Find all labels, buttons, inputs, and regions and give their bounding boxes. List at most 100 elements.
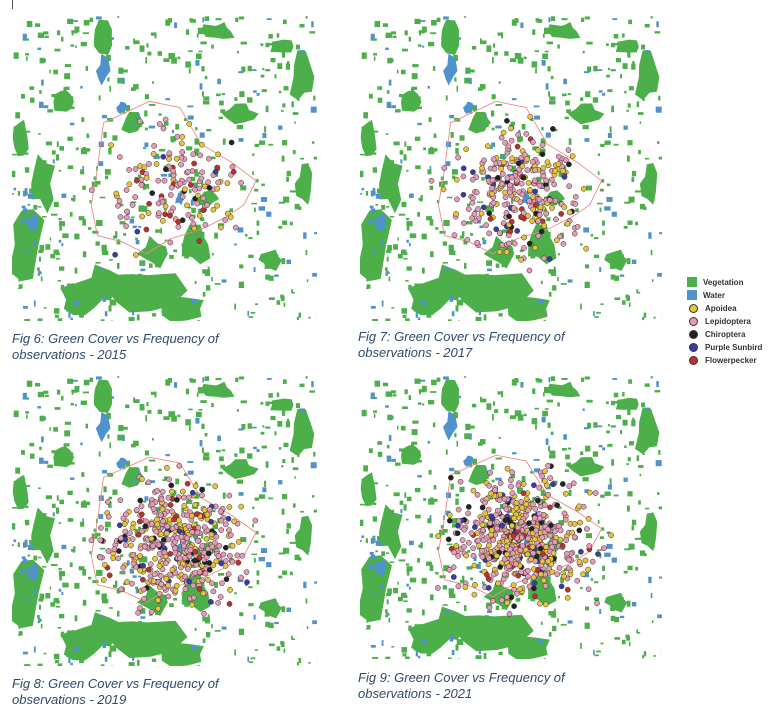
land-cover-patch (365, 191, 368, 196)
land-cover-patch (151, 658, 157, 662)
land-cover-patch (418, 402, 422, 405)
land-cover-patch (170, 136, 175, 143)
land-cover-patch (150, 242, 153, 248)
land-cover-patch (584, 281, 590, 288)
land-cover-patch (221, 390, 228, 396)
land-cover-patch (286, 61, 290, 66)
purple-sunbird-marker-icon (689, 342, 698, 352)
land-cover-patch (139, 404, 145, 411)
observation-marker (160, 125, 167, 132)
water-body (443, 53, 458, 86)
land-cover-patch (542, 410, 548, 417)
observation-marker (153, 528, 160, 535)
observation-marker (184, 202, 190, 209)
observation-marker (507, 182, 513, 189)
land-cover-patch (239, 264, 244, 269)
land-cover-patch (597, 171, 600, 176)
water-body (116, 457, 128, 470)
land-cover-patch (562, 25, 565, 29)
observation-marker (169, 525, 176, 532)
observation-marker (489, 185, 495, 192)
land-cover-patch (495, 457, 502, 460)
land-cover-patch (590, 578, 594, 581)
vegetation-patch (604, 249, 628, 271)
land-cover-patch (105, 527, 109, 532)
observation-marker (522, 578, 528, 584)
observation-marker (564, 586, 571, 593)
vegetation-patch (635, 50, 660, 101)
land-cover-patch (597, 520, 600, 524)
land-cover-patch (645, 157, 650, 160)
observation-marker (184, 480, 191, 487)
land-cover-patch (181, 661, 184, 666)
land-cover-patch (39, 272, 43, 274)
observation-marker (208, 518, 214, 525)
vegetation-patch (289, 50, 315, 101)
land-cover-patch (183, 473, 188, 476)
land-cover-patch (494, 51, 499, 56)
observation-marker (471, 211, 478, 217)
land-cover-patch (527, 655, 530, 659)
land-cover-patch (562, 93, 567, 97)
land-cover-patch (188, 68, 191, 74)
land-cover-patch (143, 205, 148, 212)
land-cover-patch (24, 598, 30, 601)
observation-marker (527, 187, 533, 193)
land-cover-patch (128, 316, 135, 321)
land-cover-patch (297, 454, 300, 457)
observation-marker (563, 537, 569, 543)
observation-marker (542, 601, 549, 608)
observation-marker (558, 211, 565, 217)
land-cover-patch (37, 273, 41, 276)
observation-marker (181, 186, 188, 193)
vegetation-patch (604, 592, 628, 613)
observation-marker (532, 558, 539, 565)
observation-marker (196, 554, 203, 561)
land-cover-patch (561, 377, 568, 380)
land-cover-patch (360, 153, 366, 156)
observation-marker (574, 577, 581, 584)
land-cover-patch (435, 571, 439, 575)
land-cover-patch (361, 52, 367, 59)
land-cover-patch (641, 402, 646, 408)
land-cover-patch (294, 448, 298, 455)
land-cover-patch (582, 125, 589, 130)
land-cover-patch (631, 525, 635, 531)
observation-marker (229, 543, 236, 549)
land-cover-patch (248, 586, 253, 589)
observation-marker (474, 520, 481, 526)
land-cover-patch (26, 380, 33, 387)
land-cover-patch (82, 391, 89, 394)
land-cover-patch (427, 518, 432, 524)
observation-marker (235, 539, 242, 545)
vegetation-patch (201, 381, 235, 398)
land-cover-patch (440, 176, 444, 181)
land-cover-patch (24, 539, 28, 544)
land-cover-patch (29, 442, 35, 447)
land-cover-patch (517, 487, 522, 494)
city-boundary (438, 100, 603, 255)
land-cover-patch (398, 213, 406, 216)
land-cover-patch (496, 242, 500, 248)
observation-marker (226, 492, 233, 499)
land-cover-patch (535, 68, 537, 74)
observation-marker (105, 499, 111, 505)
land-cover-patch (26, 414, 28, 419)
observation-marker (213, 558, 220, 565)
land-cover-patch (83, 379, 90, 386)
land-cover-patch (563, 165, 567, 171)
land-cover-patch (476, 564, 481, 569)
land-cover-patch (95, 288, 101, 295)
land-cover-patch (406, 563, 410, 566)
observation-marker (181, 543, 187, 549)
land-cover-patch (564, 116, 569, 120)
legend-item-purple-sunbird: Purple Sunbird (687, 341, 776, 353)
land-cover-patch (42, 178, 49, 183)
land-cover-patch (450, 483, 454, 490)
land-cover-patch (314, 581, 317, 584)
land-cover-patch (21, 205, 26, 209)
land-cover-patch (150, 32, 157, 36)
observation-marker (530, 206, 537, 213)
observation-marker (492, 487, 498, 494)
land-cover-patch (434, 298, 439, 303)
